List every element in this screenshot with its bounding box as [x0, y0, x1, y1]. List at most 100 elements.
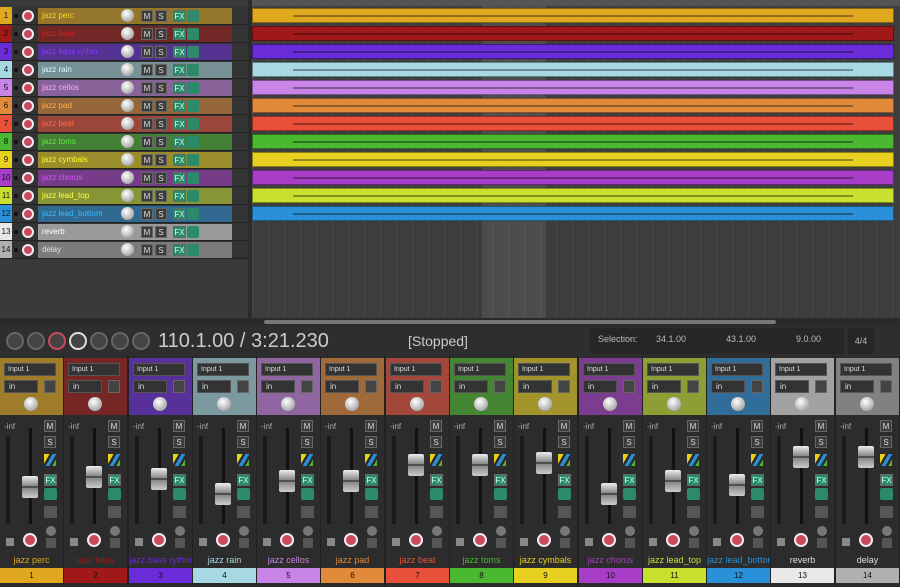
fx-power[interactable] [815, 488, 828, 500]
pan-knob[interactable] [345, 397, 359, 411]
track-row[interactable]: 2 jazz bass M S FX [0, 25, 248, 43]
fx-button[interactable]: FX [173, 136, 186, 148]
fx-power[interactable] [187, 226, 199, 238]
io-button[interactable] [432, 526, 442, 536]
routing-button[interactable] [815, 506, 828, 518]
fader[interactable] [22, 476, 38, 498]
mute-button[interactable]: M [141, 28, 153, 40]
volume-knob[interactable] [121, 9, 134, 22]
mute-button[interactable]: M [141, 154, 153, 166]
env-button[interactable] [815, 380, 827, 393]
io-button[interactable] [817, 526, 827, 536]
solo-button[interactable]: S [155, 136, 167, 148]
pan-knob[interactable] [795, 397, 809, 411]
routing-button[interactable] [687, 506, 700, 518]
monitor-select[interactable]: in [197, 380, 231, 393]
record-arm[interactable] [666, 533, 680, 547]
fx-button[interactable]: FX [173, 10, 186, 22]
fx-button[interactable]: FX [173, 46, 186, 58]
mute-button[interactable]: M [141, 100, 153, 112]
solo-button[interactable]: S [155, 244, 167, 256]
io-button[interactable] [753, 526, 763, 536]
pan-knob[interactable] [538, 397, 552, 411]
fx-button[interactable]: FX [173, 474, 186, 486]
mute-button[interactable]: M [141, 118, 153, 130]
scrollbar[interactable] [252, 318, 900, 326]
record-arm[interactable] [280, 533, 294, 547]
fx-power[interactable] [187, 190, 199, 202]
record-arm[interactable] [602, 533, 616, 547]
fader[interactable] [151, 468, 167, 490]
pan-knob[interactable] [860, 397, 874, 411]
record-arm[interactable] [730, 533, 744, 547]
solo-button[interactable]: S [155, 100, 167, 112]
env-button[interactable] [44, 380, 56, 393]
fx-button[interactable]: FX [108, 474, 121, 486]
monitor-select[interactable]: in [390, 380, 424, 393]
fx-button[interactable]: FX [623, 474, 636, 486]
phase-icon[interactable] [301, 454, 313, 466]
record-arm[interactable] [473, 533, 487, 547]
transport-button[interactable] [48, 332, 66, 350]
monitor-select[interactable]: in [647, 380, 681, 393]
solo-button[interactable]: S [108, 436, 120, 448]
phase-icon[interactable] [430, 454, 442, 466]
media-item[interactable] [252, 8, 894, 23]
track-row[interactable]: 1 jazz perc M S FX [0, 7, 248, 25]
routing-button[interactable] [237, 506, 250, 518]
media-item[interactable] [252, 116, 894, 131]
record-arm[interactable] [22, 46, 34, 58]
routing-button[interactable] [44, 506, 57, 518]
io-button[interactable] [367, 526, 377, 536]
track-row[interactable]: 7 jazz beat M S FX [0, 115, 248, 133]
solo-button[interactable]: S [155, 82, 167, 94]
phase-icon[interactable] [880, 454, 892, 466]
scroll-thumb[interactable] [264, 320, 776, 324]
mute-button[interactable]: M [237, 420, 249, 432]
monitor-select[interactable]: in [840, 380, 874, 393]
solo-button[interactable]: S [751, 436, 763, 448]
mute-button[interactable]: M [173, 420, 185, 432]
fx-power[interactable] [187, 46, 199, 58]
record-arm[interactable] [537, 533, 551, 547]
fx-power[interactable] [623, 488, 636, 500]
pan-knob[interactable] [217, 397, 231, 411]
fx-power[interactable] [365, 488, 378, 500]
fx-power[interactable] [187, 82, 199, 94]
volume-knob[interactable] [121, 63, 134, 76]
fx-button[interactable]: FX [173, 190, 186, 202]
media-item[interactable] [252, 134, 894, 149]
record-arm[interactable] [23, 533, 37, 547]
track-row[interactable]: 6 jazz pad M S FX [0, 97, 248, 115]
record-arm[interactable] [22, 244, 34, 256]
solo-button[interactable]: S [155, 172, 167, 184]
volume-knob[interactable] [121, 153, 134, 166]
track-row[interactable]: 8 jazz toms M S FX [0, 133, 248, 151]
fx-button[interactable]: FX [173, 118, 186, 130]
solo-button[interactable]: S [494, 436, 506, 448]
fx-button[interactable]: FX [430, 474, 443, 486]
solo-button[interactable]: S [365, 436, 377, 448]
record-arm[interactable] [22, 154, 34, 166]
record-arm[interactable] [794, 533, 808, 547]
fx-power[interactable] [108, 488, 121, 500]
fx-button[interactable]: FX [173, 208, 186, 220]
media-item[interactable] [252, 98, 894, 113]
fx-power[interactable] [880, 488, 893, 500]
io-button[interactable] [689, 526, 699, 536]
fx-button[interactable]: FX [494, 474, 507, 486]
solo-button[interactable]: S [155, 64, 167, 76]
pan-knob[interactable] [474, 397, 488, 411]
input-select[interactable]: Input 1 [711, 363, 763, 376]
pan-knob[interactable] [153, 397, 167, 411]
solo-button[interactable]: S [155, 208, 167, 220]
fx-button[interactable]: FX [173, 28, 186, 40]
track-row[interactable]: 10 jazz chorus M S FX [0, 169, 248, 187]
fader[interactable] [279, 470, 295, 492]
fx-button[interactable]: FX [365, 474, 378, 486]
pan-knob[interactable] [410, 397, 424, 411]
routing-button[interactable] [494, 506, 507, 518]
input-select[interactable]: Input 1 [840, 363, 892, 376]
fader[interactable] [665, 470, 681, 492]
volume-knob[interactable] [121, 171, 134, 184]
